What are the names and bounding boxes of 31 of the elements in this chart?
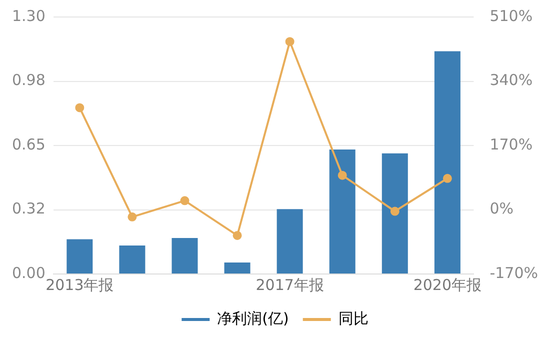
y2-tick-label: 510% (490, 6, 533, 25)
y2-tick-label: 170% (490, 135, 533, 154)
y-tick-label: 0.98 (12, 71, 46, 90)
bar (276, 209, 303, 274)
bar (434, 51, 460, 274)
point (285, 37, 294, 46)
legend-label: 净利润(亿) (217, 309, 289, 328)
bar (172, 238, 198, 274)
x-tick-label: 2017年报 (256, 276, 324, 294)
point (442, 174, 452, 183)
point (232, 230, 242, 240)
bar (329, 149, 356, 274)
bar (119, 246, 146, 274)
y-tick-label: 0.32 (12, 200, 46, 218)
y2-tick-label: -170% (490, 264, 538, 282)
y2-tick-label: 340% (490, 71, 533, 90)
x-tick-label: 2020年报 (413, 276, 482, 294)
y-tick-label: 0.65 (12, 135, 46, 154)
bar (382, 153, 408, 274)
point (180, 196, 190, 206)
y2-tick-label: 0% (490, 200, 514, 218)
point (128, 212, 137, 222)
point (75, 103, 84, 112)
legend-label: 同比 (338, 309, 368, 328)
bar (224, 262, 250, 274)
point (338, 170, 347, 180)
y-tick-label: 0.00 (12, 264, 46, 282)
y-tick-label: 1.30 (12, 6, 46, 25)
point (390, 206, 400, 216)
x-tick-label: 2013年报 (46, 276, 114, 294)
bar (66, 239, 93, 274)
